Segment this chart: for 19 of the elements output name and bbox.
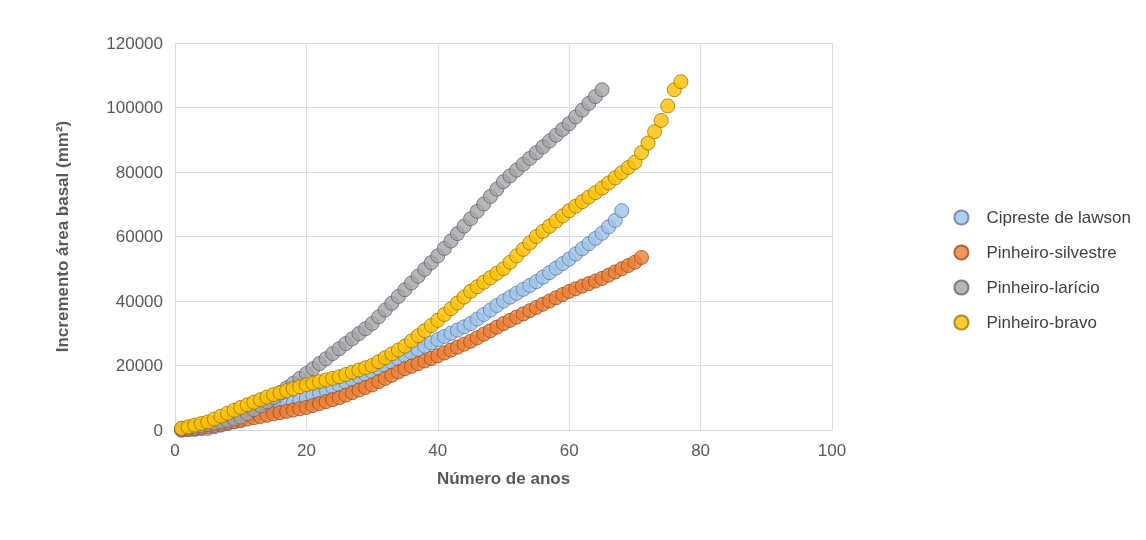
x-tick-label: 0 xyxy=(170,441,180,460)
x-tick-label: 40 xyxy=(428,441,448,460)
y-tick-label: 20000 xyxy=(115,356,163,375)
y-tick-label: 120000 xyxy=(106,33,163,53)
x-tick-label: 20 xyxy=(296,441,316,460)
y-tick-label: 40000 xyxy=(115,291,163,311)
legend-label: Pinheiro-larício xyxy=(986,278,1100,297)
x-tick-label: 100 xyxy=(817,441,847,460)
x-axis-title: Número de anos xyxy=(436,469,571,488)
x-tick-label: 60 xyxy=(559,441,579,460)
y-tick-label: 80000 xyxy=(115,162,163,182)
legend-label: Pinheiro-silvestre xyxy=(986,243,1117,262)
x-tick-label: 80 xyxy=(691,441,711,460)
y-tick-label: 60000 xyxy=(115,227,163,246)
legend-label: Cipreste de lawson xyxy=(986,208,1131,227)
y-tick-label: 100000 xyxy=(106,98,163,117)
y-tick-label: 0 xyxy=(153,420,163,440)
legend-label: Pinheiro-bravo xyxy=(986,313,1097,332)
y-axis-title: Incremento área basal (mm²) xyxy=(53,120,72,353)
